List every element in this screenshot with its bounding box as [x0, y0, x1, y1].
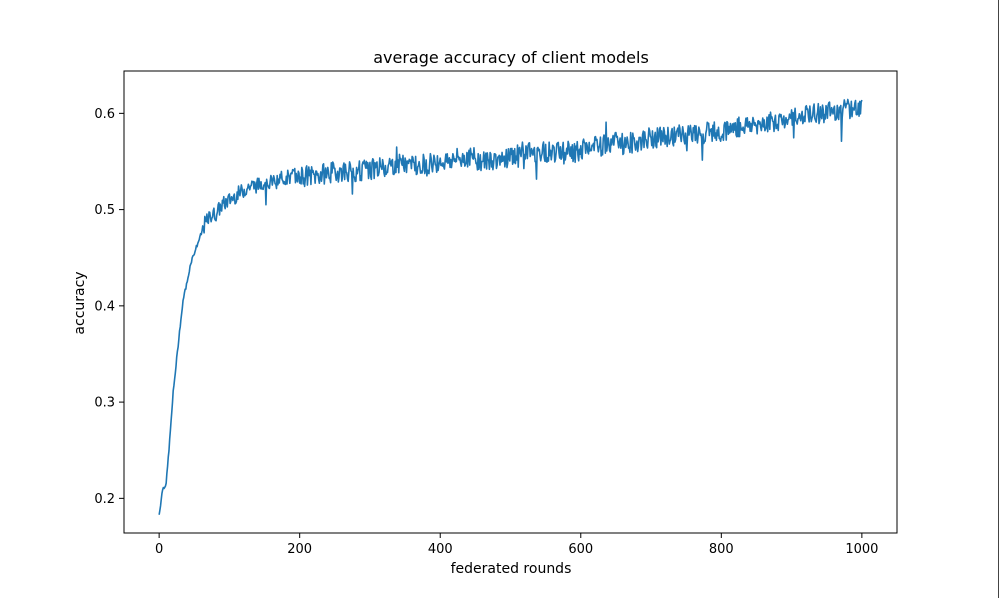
x-tick-label: 400 [428, 542, 453, 557]
plot-area: 0 200 400 600 800 1000 0.2 0.3 0.4 0.5 0.6 [94, 70, 898, 557]
y-axis-label: accuracy [72, 271, 88, 334]
series-line [158, 98, 863, 515]
x-tick-label: 800 [709, 542, 734, 557]
x-tick-label: 200 [287, 542, 312, 557]
y-tick-label: 0.4 [94, 299, 115, 314]
x-tick-label: 1000 [845, 542, 878, 557]
window-edge [998, 0, 999, 598]
chart-title: average accuracy of client models [373, 48, 649, 67]
y-tick-label: 0.3 [94, 396, 115, 411]
x-tick-label: 0 [155, 542, 163, 557]
x-tick-label: 600 [568, 542, 593, 557]
y-tick-label: 0.6 [94, 107, 115, 122]
axes-frame [123, 70, 898, 534]
y-tick-label: 0.5 [94, 203, 115, 218]
x-axis-label: federated rounds [451, 561, 572, 577]
y-tick-label: 0.2 [94, 492, 115, 507]
